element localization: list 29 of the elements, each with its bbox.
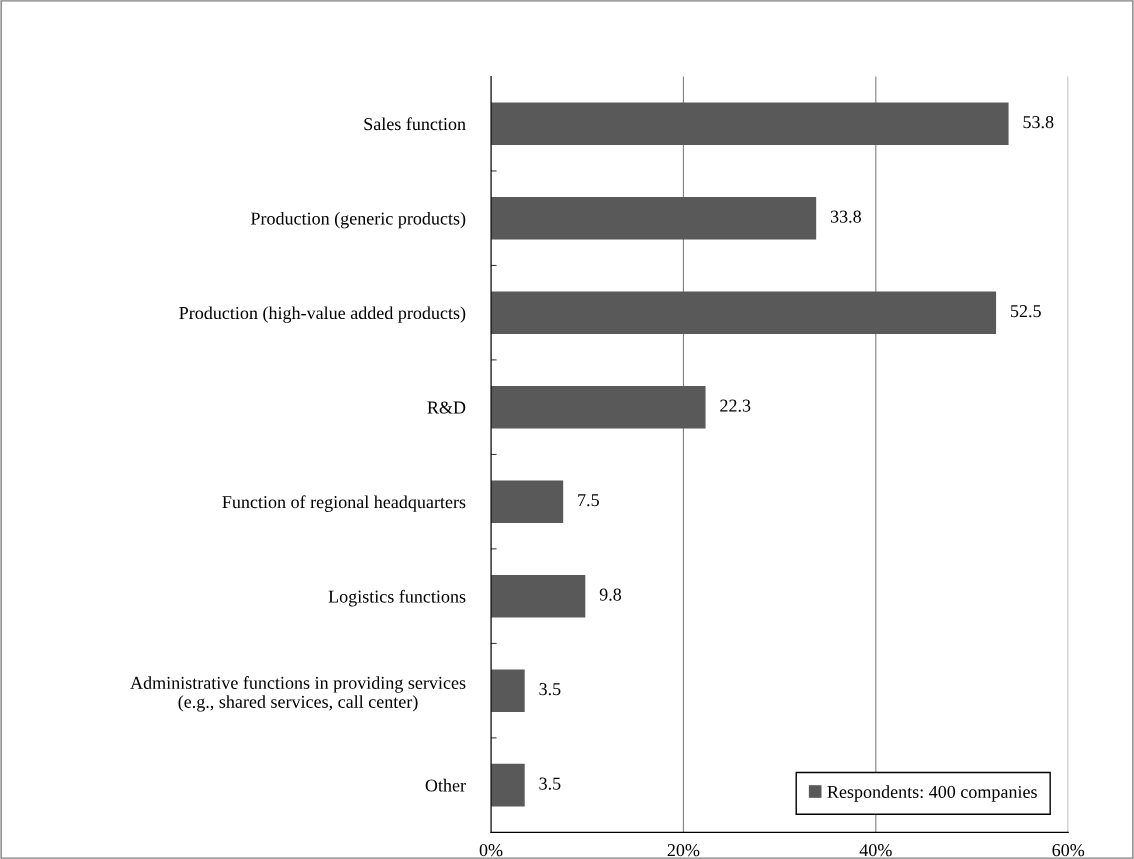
y-tick-label: R&D	[427, 401, 466, 414]
data-label: 3.5	[539, 777, 561, 790]
x-tick-label: 20%	[667, 844, 700, 857]
legend-label: Respondents: 400 companies	[827, 785, 1037, 802]
data-label: 53.8	[1023, 116, 1054, 129]
x-tick-label: 40%	[859, 844, 892, 857]
data-label: 52.5	[1011, 305, 1041, 318]
y-tick-label: Other	[425, 778, 466, 792]
data-label: 33.8	[830, 210, 861, 223]
bar	[491, 196, 817, 240]
y-tick-label: Logistics functions	[328, 589, 466, 607]
data-label: 22.3	[720, 399, 751, 412]
y-tick-label: Function of regional headquarters	[222, 495, 466, 512]
bar	[491, 480, 564, 523]
y-tick-label: Production (high-value added products)	[179, 306, 466, 323]
y-tick-label: Sales function	[364, 117, 466, 131]
data-label: 7.5	[578, 494, 599, 507]
x-tick-label: 60%	[1052, 844, 1085, 857]
bar	[491, 763, 525, 807]
x-tick-label: 0%	[479, 844, 503, 857]
bar	[491, 669, 525, 712]
data-label: 3.5	[539, 683, 561, 696]
bar	[491, 385, 706, 429]
y-tick-label: Production (generic products)	[250, 211, 466, 229]
y-tick-label: Administrative functions in providing services (e.g., shared services, call center)	[130, 676, 466, 712]
bar	[491, 291, 997, 334]
bar	[491, 102, 1009, 145]
data-label: 9.8	[599, 588, 622, 601]
bar	[491, 574, 586, 618]
